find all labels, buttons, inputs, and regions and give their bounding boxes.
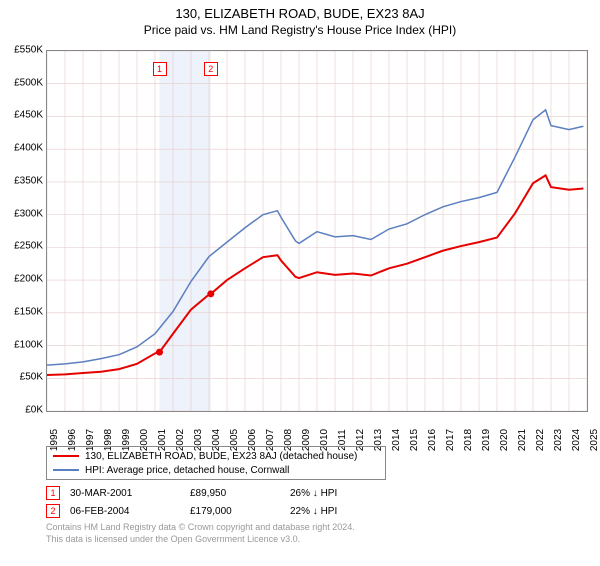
chart-legend: 130, ELIZABETH ROAD, BUDE, EX23 8AJ (det…	[46, 446, 386, 480]
y-tick: £200K	[1, 274, 43, 285]
sale-diff: 22% ↓ HPI	[290, 506, 390, 517]
y-tick: £250K	[1, 241, 43, 252]
legend-item: HPI: Average price, detached house, Corn…	[53, 463, 379, 477]
x-tick: 2017	[445, 429, 456, 451]
sale-marker-1: 1	[153, 62, 167, 76]
x-tick: 2025	[589, 429, 600, 451]
y-tick: £400K	[1, 143, 43, 154]
y-tick: £100K	[1, 339, 43, 350]
x-tick: 2015	[409, 429, 420, 451]
x-tick: 2014	[391, 429, 402, 451]
sale-price: £179,000	[190, 506, 290, 517]
page-subtitle: Price paid vs. HM Land Registry's House …	[0, 23, 600, 37]
footer-line-1: Contains HM Land Registry data © Crown c…	[46, 522, 355, 534]
page-title: 130, ELIZABETH ROAD, BUDE, EX23 8AJ	[0, 6, 600, 21]
y-tick: £550K	[1, 45, 43, 56]
sale-date: 30-MAR-2001	[70, 488, 190, 499]
y-tick: £450K	[1, 110, 43, 121]
sales-table: 1 30-MAR-2001 £89,950 26% ↓ HPI2 06-FEB-…	[46, 484, 390, 520]
y-tick: £500K	[1, 77, 43, 88]
sale-marker-2: 2	[204, 62, 218, 76]
y-tick: £50K	[1, 372, 43, 383]
sale-marker-icon: 1	[46, 486, 60, 500]
footer-line-2: This data is licensed under the Open Gov…	[46, 534, 355, 546]
x-tick: 2018	[463, 429, 474, 451]
y-tick: £0K	[1, 405, 43, 416]
legend-item: 130, ELIZABETH ROAD, BUDE, EX23 8AJ (det…	[53, 449, 379, 463]
x-tick: 2021	[517, 429, 528, 451]
sale-row: 1 30-MAR-2001 £89,950 26% ↓ HPI	[46, 484, 390, 502]
x-tick: 2016	[427, 429, 438, 451]
sale-diff: 26% ↓ HPI	[290, 488, 390, 499]
x-tick: 2023	[553, 429, 564, 451]
x-tick: 2019	[481, 429, 492, 451]
sale-date: 06-FEB-2004	[70, 506, 190, 517]
x-tick: 2024	[571, 429, 582, 451]
x-tick: 2022	[535, 429, 546, 451]
y-tick: £350K	[1, 175, 43, 186]
y-tick: £300K	[1, 208, 43, 219]
sale-row: 2 06-FEB-2004 £179,000 22% ↓ HPI	[46, 502, 390, 520]
footer-text: Contains HM Land Registry data © Crown c…	[46, 522, 355, 545]
line-chart	[46, 50, 588, 412]
sale-marker-icon: 2	[46, 504, 60, 518]
y-tick: £150K	[1, 306, 43, 317]
sale-price: £89,950	[190, 488, 290, 499]
x-tick: 2020	[499, 429, 510, 451]
